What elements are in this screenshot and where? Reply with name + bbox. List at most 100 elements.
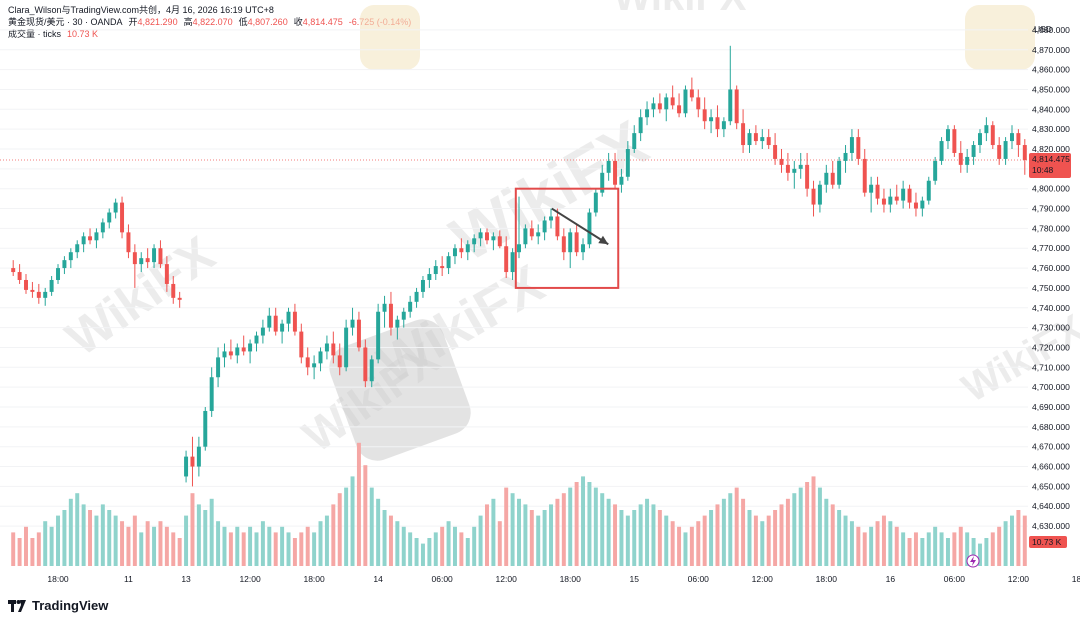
candle-body — [651, 103, 656, 110]
candle-body — [324, 343, 329, 352]
volume-bar — [113, 515, 118, 566]
candle-body — [849, 137, 854, 153]
y-tick-label: 4,770.000 — [1032, 243, 1070, 253]
candle-body — [536, 232, 541, 237]
volume-bar — [465, 538, 470, 566]
currency-label: USD — [1034, 24, 1052, 34]
last-volume-value: 10.73 K — [1032, 537, 1062, 547]
volume-bar — [267, 526, 272, 566]
candle-body — [203, 410, 208, 447]
volume-bar — [568, 487, 573, 566]
volume-bar — [209, 498, 214, 566]
candle-body — [702, 109, 707, 122]
candle-body — [273, 315, 278, 332]
countdown-value: 10:48 — [1032, 165, 1054, 175]
candle-body — [785, 164, 790, 173]
candle-body — [715, 117, 720, 130]
candle-body — [376, 311, 381, 360]
candle-body — [465, 244, 470, 253]
candle-body — [657, 103, 662, 110]
candle-body — [56, 268, 61, 280]
volume-bar — [241, 532, 246, 566]
candle-body — [254, 335, 259, 344]
y-tick-label: 4,860.000 — [1032, 65, 1070, 75]
volume-bar — [894, 526, 899, 566]
candle-body — [88, 236, 93, 241]
y-tick-label: 4,740.000 — [1032, 303, 1070, 313]
candle-body — [933, 160, 938, 181]
candle-body — [427, 274, 432, 280]
volume-label[interactable]: 成交量 · ticks — [8, 29, 61, 39]
x-tick-label: 13 — [181, 574, 191, 584]
candle-body — [184, 456, 189, 477]
candle-body — [248, 343, 253, 352]
volume-bar — [36, 532, 41, 566]
volume-bar — [664, 515, 669, 566]
volume-bar — [68, 498, 73, 566]
candle-body — [805, 164, 810, 189]
volume-bar — [760, 521, 765, 566]
volume-bar — [331, 504, 336, 566]
candle-body — [901, 188, 906, 201]
volume-bar — [945, 538, 950, 566]
candle-body — [280, 323, 285, 332]
volume-bar — [81, 504, 86, 566]
candle-body — [677, 105, 682, 114]
candle-body — [593, 192, 598, 213]
volume-bar — [811, 476, 816, 566]
candle-body — [292, 311, 297, 332]
volume-bar — [382, 510, 387, 566]
candle-body — [190, 456, 195, 467]
volume-bar — [977, 543, 982, 566]
close-label: 收 — [293, 17, 303, 27]
volume-bar — [785, 498, 790, 566]
volume-bar — [356, 442, 361, 566]
candle-body — [945, 129, 950, 142]
candle-body — [228, 351, 233, 356]
annotation — [514, 187, 620, 289]
tradingview-logo-icon — [8, 599, 26, 612]
volume-bar — [798, 487, 803, 566]
candle-body — [510, 252, 515, 273]
candle-body — [68, 252, 73, 261]
volume-bar — [497, 521, 502, 566]
volume-bar — [683, 532, 688, 566]
y-tick-label: 4,730.000 — [1032, 323, 1070, 333]
y-tick-label: 4,690.000 — [1032, 402, 1070, 412]
trend-arrow — [551, 207, 609, 246]
volume-bar — [190, 493, 195, 566]
candle-body — [811, 188, 816, 205]
y-tick-label: 4,650.000 — [1032, 481, 1070, 491]
candle-body — [1022, 145, 1027, 160]
volume-bar — [587, 482, 592, 566]
candle-body — [497, 236, 502, 247]
volume-bar — [792, 493, 797, 566]
volume-bar — [132, 515, 137, 566]
candle-body — [645, 109, 650, 118]
candle-body — [958, 152, 963, 165]
volume-bar — [670, 521, 675, 566]
volume-bar — [94, 515, 99, 566]
candle-body — [485, 232, 489, 241]
volume-bar — [292, 538, 297, 566]
volume-bar — [926, 532, 931, 566]
candle-body — [395, 319, 400, 328]
candle-body — [779, 158, 784, 165]
candle-body — [158, 248, 163, 265]
volume-bar — [337, 493, 342, 566]
candle-body — [260, 327, 265, 336]
candle-body — [472, 238, 477, 245]
x-tick-label: 12:00 — [239, 574, 261, 584]
volume-bar — [184, 515, 189, 566]
last-volume-tag — [1029, 536, 1067, 548]
candle-body — [856, 137, 861, 159]
symbol-label[interactable]: 黄金现货/美元 · 30 · OANDA — [8, 17, 123, 27]
volume-bar — [824, 498, 829, 566]
candle-body — [100, 222, 105, 233]
volume-bar — [875, 521, 880, 566]
candle-body — [446, 256, 451, 269]
candle-body — [984, 125, 989, 134]
y-tick-label: 4,720.000 — [1032, 342, 1070, 352]
candle-body — [17, 272, 22, 280]
